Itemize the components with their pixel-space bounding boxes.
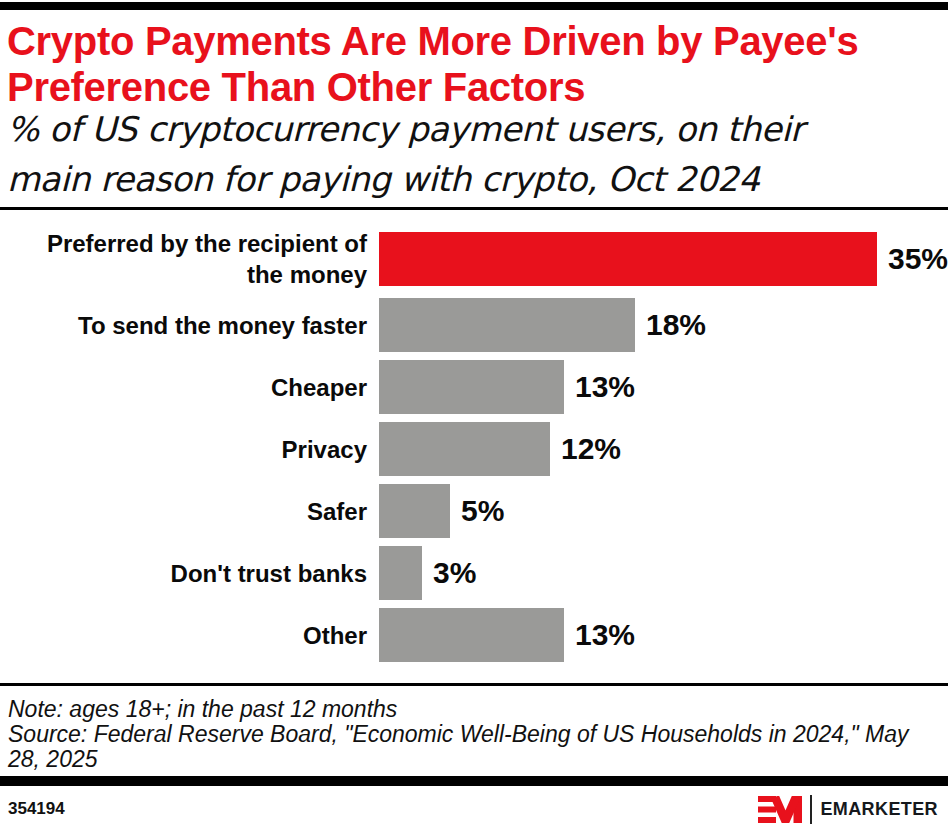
- subtitle-line-1: % of US cryptocurrency payment users, on…: [7, 104, 940, 154]
- bar: [379, 360, 564, 414]
- bar: [379, 484, 450, 538]
- bar: [379, 298, 635, 352]
- bar: [379, 232, 877, 286]
- value-label: 3%: [433, 556, 476, 590]
- chart-row: Cheaper 13%: [0, 360, 948, 414]
- category-label: Other: [0, 620, 367, 651]
- value-label: 12%: [561, 432, 621, 466]
- header: Crypto Payments Are More Driven by Payee…: [0, 10, 948, 204]
- title-line-1: Crypto Payments Are More Driven by Payee…: [7, 18, 940, 64]
- chart-row: Don't trust banks 3%: [0, 546, 948, 600]
- chart-row: To send the money faster 18%: [0, 298, 948, 352]
- subtitle-line-2: main reason for paying with crypto, Oct …: [7, 154, 940, 204]
- note-text: Note: ages 18+; in the past 12 months: [8, 697, 920, 722]
- bar: [379, 608, 564, 662]
- category-label: Don't trust banks: [0, 558, 367, 589]
- value-label: 13%: [575, 618, 635, 652]
- bar: [379, 546, 422, 600]
- bar: [379, 422, 550, 476]
- value-label: 35%: [888, 242, 948, 276]
- chart-subtitle: % of US cryptocurrency payment users, on…: [7, 104, 940, 204]
- source-text: Source: Federal Reserve Board, "Economic…: [8, 722, 920, 772]
- value-label: 5%: [461, 494, 504, 528]
- value-label: 18%: [646, 308, 706, 342]
- chart-row: Preferred by the recipient of the money 3…: [0, 228, 948, 290]
- notes-block: Note: ages 18+; in the past 12 months So…: [0, 686, 948, 772]
- top-rule: [0, 2, 948, 10]
- emarketer-logo-mark: [758, 796, 802, 823]
- chart-row: Privacy 12%: [0, 422, 948, 476]
- bar-chart: Preferred by the recipient of the money 3…: [0, 228, 948, 662]
- chart-row: Other 13%: [0, 608, 948, 662]
- category-label: Preferred by the recipient of the money: [0, 228, 367, 290]
- brand-name: EMARKETER: [820, 799, 938, 820]
- footer-rule: [0, 776, 948, 786]
- header-divider: [0, 207, 948, 210]
- category-label: Cheaper: [0, 372, 367, 403]
- chart-id: 354194: [8, 799, 65, 819]
- category-label: Privacy: [0, 434, 367, 465]
- logo-divider: [810, 795, 812, 824]
- infographic: Crypto Payments Are More Driven by Payee…: [0, 2, 948, 832]
- category-label: Safer: [0, 496, 367, 527]
- value-label: 13%: [575, 370, 635, 404]
- category-label: To send the money faster: [0, 310, 367, 341]
- footer: 354194 EMARKETER: [0, 786, 948, 832]
- chart-title: Crypto Payments Are More Driven by Payee…: [7, 18, 940, 110]
- emarketer-logo: EMARKETER: [758, 795, 938, 824]
- chart-row: Safer 5%: [0, 484, 948, 538]
